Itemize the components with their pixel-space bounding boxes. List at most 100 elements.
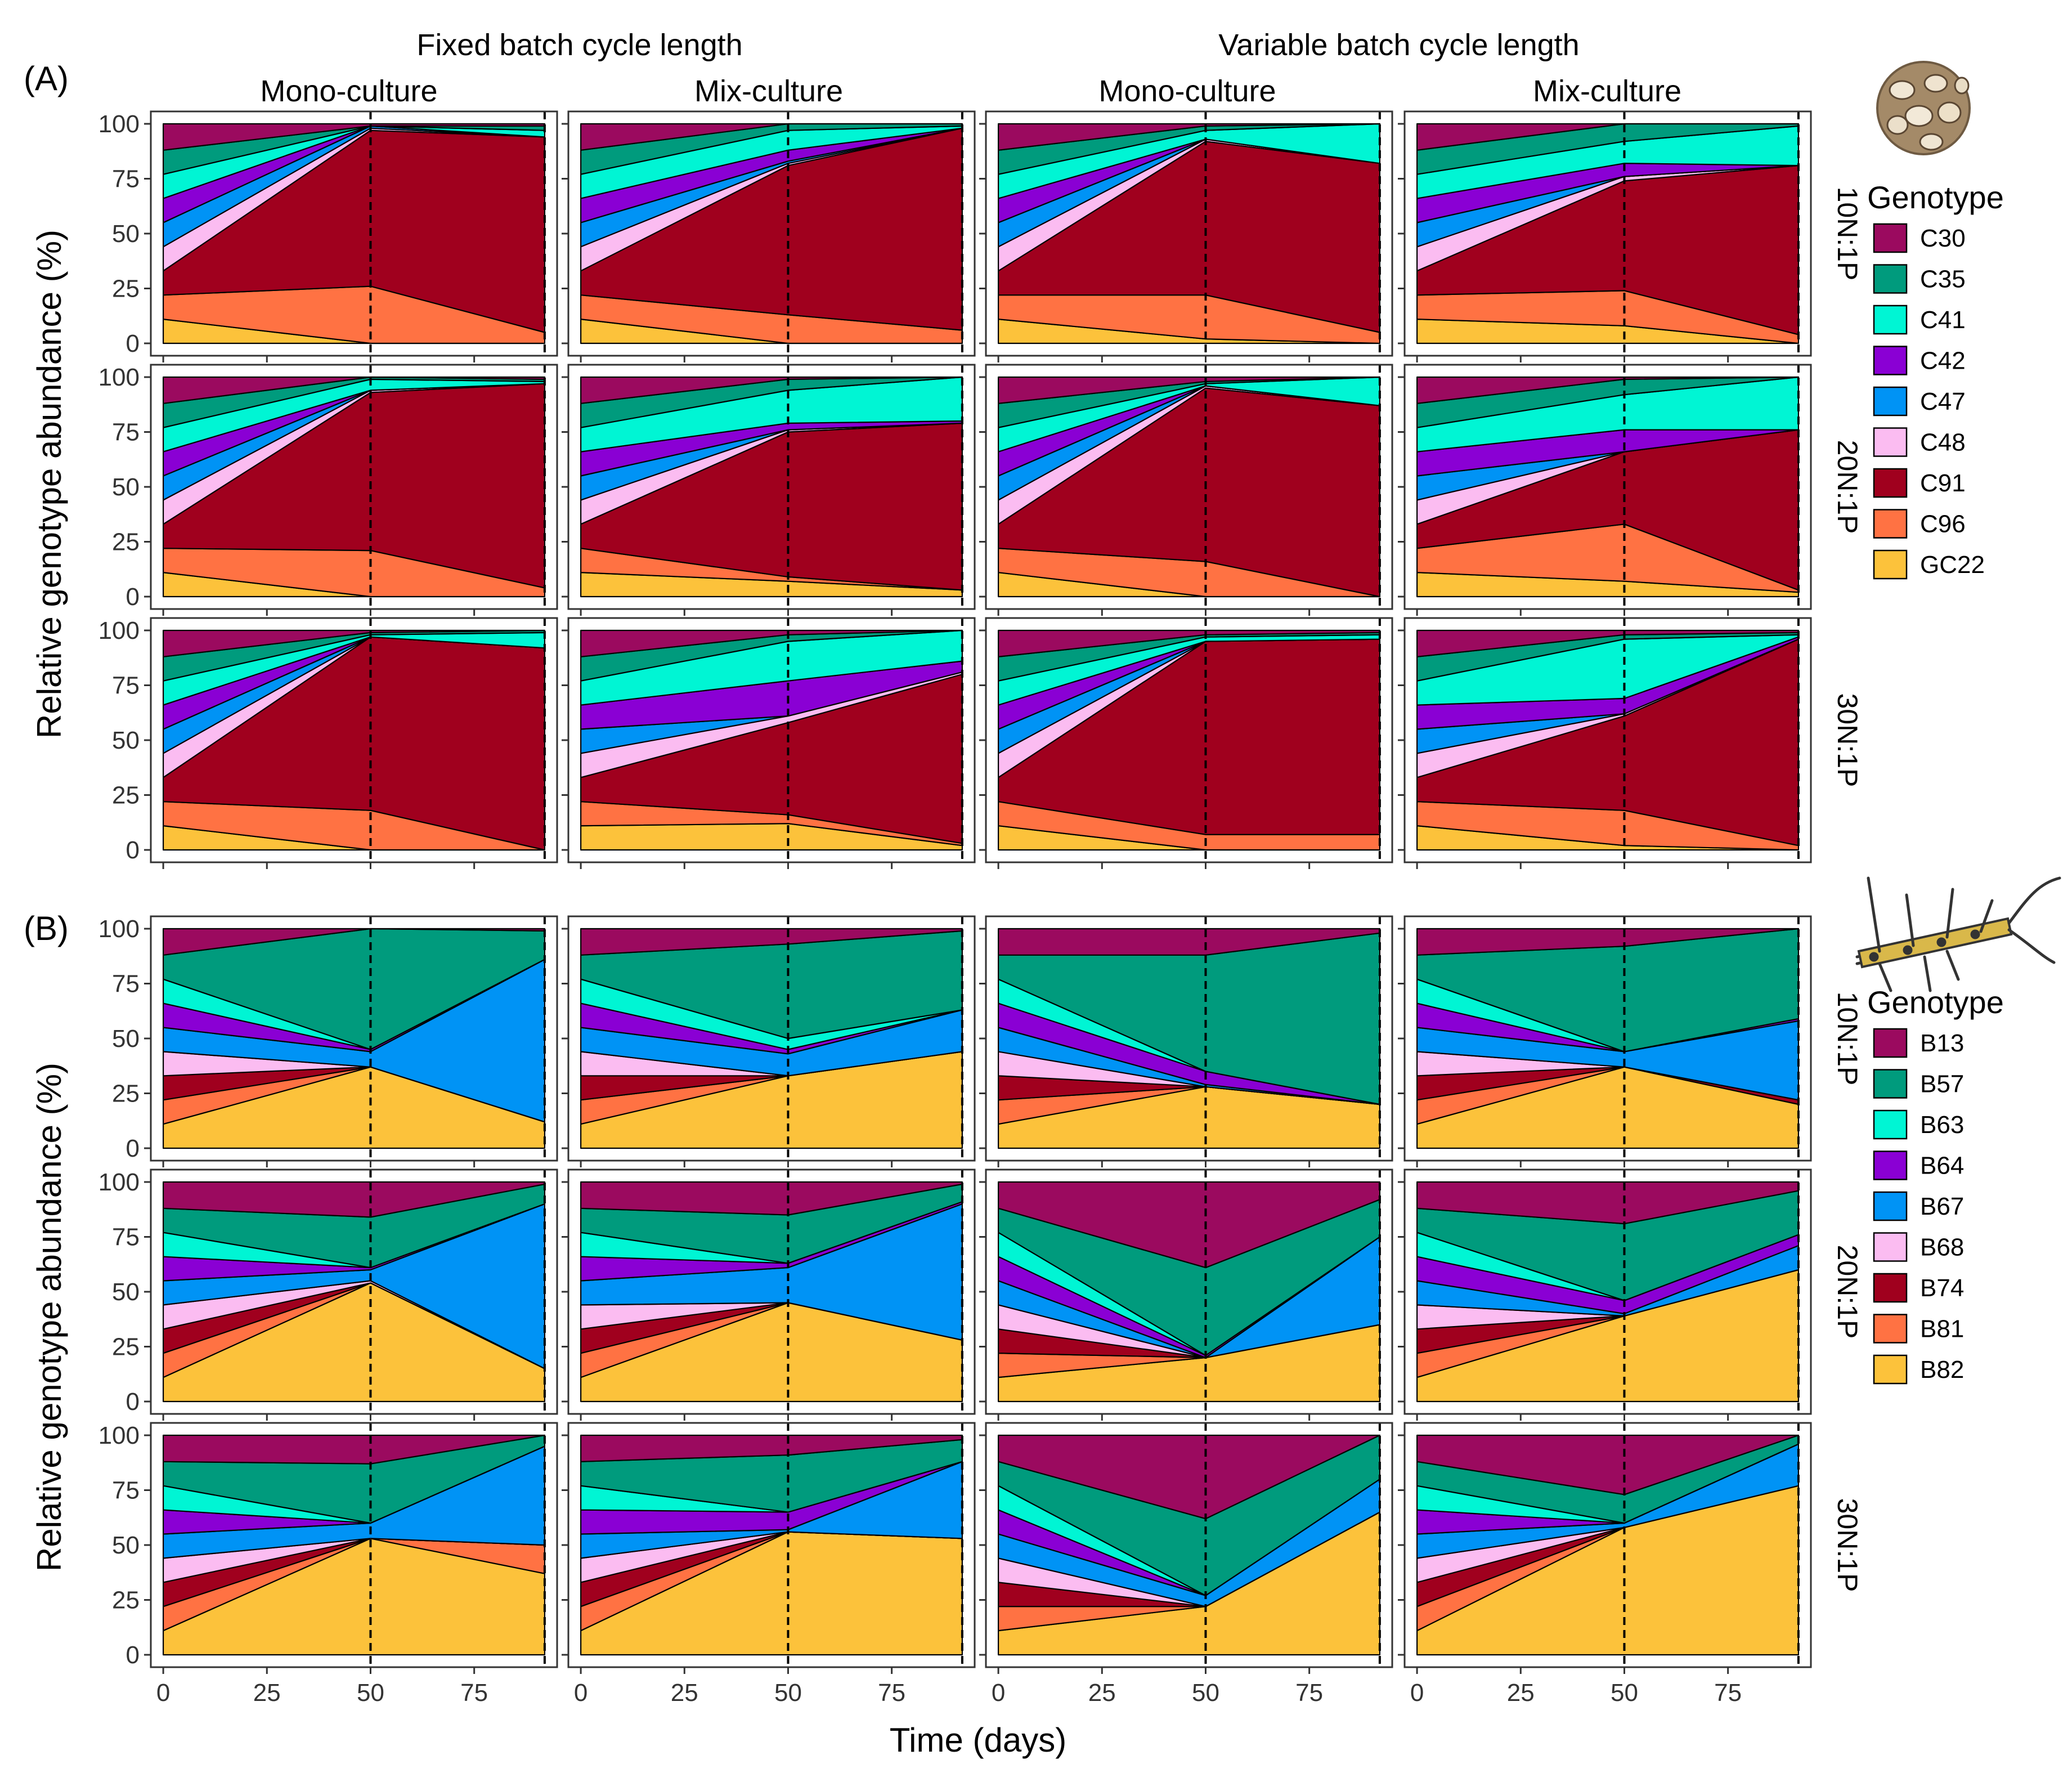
legend-swatch-C35 <box>1873 264 1908 294</box>
y-tick-label: 75 <box>112 672 140 700</box>
legend-swatch-C47 <box>1873 386 1908 417</box>
legend-swatch-GC22 <box>1873 549 1908 580</box>
legend-label-B63: B63 <box>1920 1111 1964 1139</box>
area-C30 <box>580 376 963 404</box>
x-tick-label: 25 <box>1088 1679 1116 1707</box>
legend-label-B68: B68 <box>1920 1234 1964 1261</box>
x-tick-label: 50 <box>1611 1679 1638 1707</box>
legend-swatch-B67 <box>1873 1191 1908 1221</box>
panel-1-2-3: 0 25 50 75 30N:1P <box>1398 1422 1863 1707</box>
x-tick-label: 25 <box>253 1679 281 1707</box>
panel-0-1-3: 20N:1P <box>1398 364 1863 616</box>
group-header-variable: Variable batch cycle length <box>1218 28 1579 62</box>
y-tick-label: 100 <box>98 1168 140 1196</box>
y-tick-label: 0 <box>126 330 140 357</box>
panel-0-2-1 <box>562 617 976 869</box>
legend-swatch-B82 <box>1873 1354 1908 1385</box>
area-B13 <box>163 1434 545 1465</box>
y-tick-label: 75 <box>112 1477 140 1505</box>
legend-swatch-B68 <box>1873 1232 1908 1262</box>
y-tick-label: 25 <box>112 1333 140 1361</box>
y-tick-label: 0 <box>126 836 140 864</box>
area-C30 <box>163 629 545 657</box>
x-tick-label: 75 <box>1714 1679 1742 1707</box>
panel-1-1-1 <box>562 1168 976 1421</box>
legend-label-B74: B74 <box>1920 1274 1964 1302</box>
legend-b: Genotype B13 B57 B63 B64 B67 B68 B74 B81 B82 <box>1867 984 2004 1385</box>
x-tick-label: 75 <box>878 1679 905 1707</box>
x-tick-label: 50 <box>1192 1679 1219 1707</box>
x-tick-label: 0 <box>992 1679 1005 1707</box>
area-C30 <box>580 629 963 657</box>
y-tick-label: 100 <box>98 364 140 391</box>
x-tick-label: 25 <box>1507 1679 1535 1707</box>
legend-label-C91: C91 <box>1920 469 1966 497</box>
section-label-b: (B) <box>24 910 69 947</box>
area-B13 <box>1416 928 1799 956</box>
y-tick-label: 100 <box>98 915 140 943</box>
legend-label-C35: C35 <box>1920 266 1966 293</box>
row-strip-label: 20N:1P <box>1832 440 1863 534</box>
area-B13 <box>1416 1181 1799 1225</box>
x-tick-label: 25 <box>671 1679 698 1707</box>
legend-swatch-B57 <box>1873 1069 1908 1099</box>
y-tick-label: 100 <box>98 617 140 644</box>
legend-label-B82: B82 <box>1920 1356 1964 1384</box>
x-tick-label: 0 <box>574 1679 587 1707</box>
column-header-variable-mono: Mono-culture <box>1098 74 1276 108</box>
y-tick-label: 50 <box>112 1278 140 1306</box>
group-header-fixed: Fixed batch cycle length <box>416 28 742 62</box>
y-tick-label: 0 <box>126 1641 140 1669</box>
y-tick-label: 25 <box>112 782 140 809</box>
panel-0-1-1 <box>562 364 976 616</box>
section-label-a: (A) <box>24 60 69 97</box>
row-strip-label: 20N:1P <box>1832 1245 1863 1339</box>
area-B13 <box>1416 1434 1799 1496</box>
x-tick-label: 0 <box>156 1679 170 1707</box>
panel-1-1-2 <box>979 1168 1393 1421</box>
row-strip-label: 10N:1P <box>1832 992 1863 1086</box>
legend-b-title: Genotype <box>1867 984 2004 1020</box>
y-tick-label: 75 <box>112 1224 140 1251</box>
y-tick-label: 50 <box>112 473 140 501</box>
y-tick-label: 0 <box>126 583 140 611</box>
y-axis-label-a: Relative genotype abundance (%) <box>30 230 68 738</box>
panel-0-0-2 <box>979 110 1393 362</box>
legend-label-B81: B81 <box>1920 1315 1964 1343</box>
x-tick-label: 0 <box>1410 1679 1424 1707</box>
legend-swatch-C48 <box>1873 427 1908 457</box>
legend-swatch-C91 <box>1873 468 1908 498</box>
panel-0-1-0: 0 25 50 75 100 <box>98 364 558 616</box>
area-C30 <box>998 123 1380 151</box>
area-B13 <box>998 1434 1380 1520</box>
y-tick-label: 75 <box>112 165 140 193</box>
legend-swatch-C41 <box>1873 305 1908 335</box>
panel-1-2-2: 0 25 50 75 <box>979 1422 1393 1707</box>
legend-label-C41: C41 <box>1920 306 1966 334</box>
legend-label-GC22: GC22 <box>1920 551 1985 579</box>
y-tick-label: 25 <box>112 1080 140 1108</box>
legend-swatch-C30 <box>1873 223 1908 253</box>
y-axis-label-b: Relative genotype abundance (%) <box>30 1063 68 1571</box>
legend-swatch-C96 <box>1873 509 1908 539</box>
column-header-fixed-mono: Mono-culture <box>260 74 437 108</box>
x-tick-label: 75 <box>1295 1679 1323 1707</box>
row-strip-label: 30N:1P <box>1832 693 1863 787</box>
row-strip-label: 30N:1P <box>1832 1498 1863 1592</box>
panel-0-2-0: 0 25 50 75 100 <box>98 617 558 869</box>
x-tick-label: 50 <box>774 1679 802 1707</box>
legend-swatch-B74 <box>1873 1273 1908 1303</box>
column-header-fixed-mix: Mix-culture <box>694 74 843 108</box>
panel-1-0-1 <box>562 915 976 1167</box>
y-tick-label: 75 <box>112 419 140 446</box>
y-tick-label: 50 <box>112 220 140 248</box>
legend-label-C42: C42 <box>1920 347 1966 375</box>
legend-a-title: Genotype <box>1867 180 2004 215</box>
y-tick-label: 50 <box>112 1532 140 1559</box>
row-strip-label: 10N:1P <box>1832 187 1863 281</box>
legend-label-B57: B57 <box>1920 1071 1964 1098</box>
y-tick-label: 0 <box>126 1135 140 1162</box>
legend-label-C47: C47 <box>1920 388 1966 415</box>
x-axis-label: Time (days) <box>890 1721 1066 1759</box>
